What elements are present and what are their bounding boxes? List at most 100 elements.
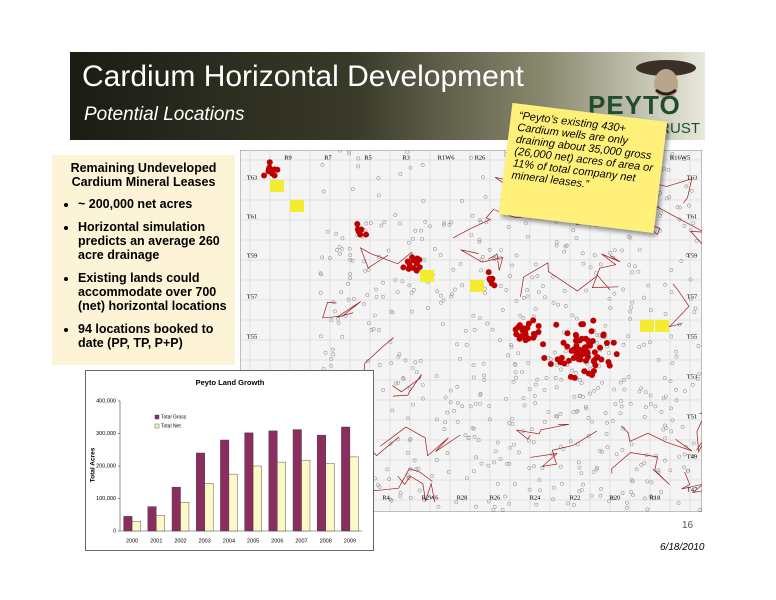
well (483, 195, 488, 199)
well (571, 228, 576, 233)
well (583, 404, 588, 409)
well-location (600, 331, 607, 338)
well (521, 396, 526, 400)
well (398, 172, 403, 177)
well (540, 284, 545, 289)
well (659, 490, 664, 495)
well (479, 257, 484, 262)
well (588, 265, 593, 270)
well (612, 291, 617, 296)
well (637, 389, 642, 394)
well (551, 274, 556, 279)
well (698, 507, 702, 512)
well (653, 404, 658, 409)
well (648, 308, 653, 313)
well (695, 377, 700, 381)
well-location (416, 256, 423, 263)
well (629, 478, 634, 483)
well (455, 419, 460, 424)
map-label: R5 (364, 154, 372, 161)
bar (292, 429, 302, 532)
well (472, 328, 477, 332)
well (578, 378, 583, 383)
x-tick-label: 2008 (320, 538, 332, 544)
well-location (274, 166, 281, 173)
well (450, 292, 454, 297)
well (374, 294, 379, 299)
well (535, 377, 540, 382)
well (607, 499, 611, 504)
well (598, 448, 602, 453)
well (625, 505, 629, 510)
well-location (266, 159, 273, 166)
well (381, 387, 386, 392)
well (514, 375, 518, 380)
well (464, 342, 469, 347)
well (586, 416, 591, 420)
well (503, 494, 507, 499)
well (459, 199, 464, 203)
well (363, 268, 367, 273)
sidebar: Remaining Undeveloped Cardium Mineral Le… (52, 155, 235, 365)
well (405, 150, 410, 154)
well (390, 310, 395, 315)
map-label: R20 (610, 494, 621, 501)
well (472, 434, 477, 439)
well (483, 291, 487, 295)
well-location (571, 374, 578, 381)
well (690, 454, 695, 459)
legend-swatch (154, 423, 160, 429)
well (670, 361, 675, 366)
well (414, 370, 419, 375)
well (452, 408, 456, 413)
well-location (517, 333, 524, 340)
page-number: 16 (682, 520, 694, 531)
well (626, 375, 631, 379)
well (668, 379, 673, 384)
well (338, 251, 342, 256)
legend-label: Total Net (161, 423, 181, 429)
well (396, 380, 400, 385)
well (559, 377, 564, 382)
well (598, 493, 603, 498)
well (463, 328, 468, 333)
well (417, 488, 422, 493)
well (676, 501, 681, 506)
well (432, 247, 437, 251)
well (460, 404, 465, 409)
land-patch (270, 180, 284, 192)
well (663, 436, 668, 441)
well (546, 410, 551, 415)
bullet: Existing lands could accommodate over 70… (78, 271, 231, 313)
well (337, 245, 342, 250)
well (329, 363, 334, 368)
well (362, 302, 366, 307)
well (621, 287, 626, 292)
well (690, 188, 694, 193)
well (440, 322, 445, 327)
well (522, 403, 527, 408)
well (320, 163, 325, 167)
well (532, 394, 537, 398)
well-location (535, 329, 542, 336)
well (525, 234, 530, 239)
well (435, 289, 440, 294)
well (625, 500, 629, 505)
well (499, 284, 503, 288)
well (407, 438, 412, 443)
well (553, 375, 558, 380)
well (531, 440, 536, 445)
well (534, 262, 538, 267)
well (374, 287, 378, 292)
well (428, 224, 432, 229)
well (401, 376, 405, 380)
well (495, 440, 500, 445)
well (675, 205, 680, 210)
well (485, 321, 490, 326)
well (629, 490, 634, 494)
bar (252, 465, 262, 532)
well (478, 401, 482, 406)
map-label: T47 (687, 486, 698, 493)
map-label: R16W5 (670, 154, 690, 161)
x-tick-label: 2003 (199, 538, 211, 544)
